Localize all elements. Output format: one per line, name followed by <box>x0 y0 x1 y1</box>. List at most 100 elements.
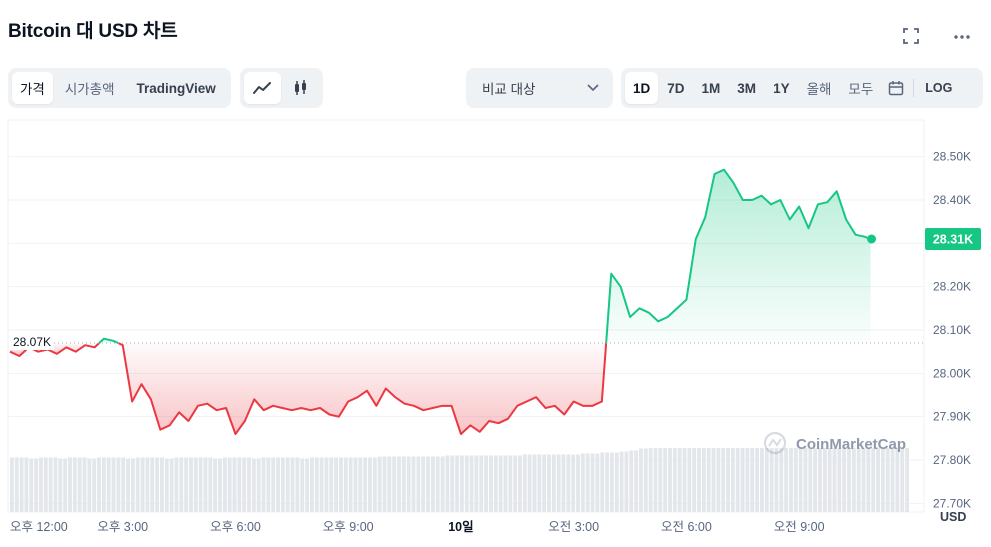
volume-bar <box>290 457 295 512</box>
volume-bar <box>310 457 314 512</box>
x-tick-label: 10일 <box>448 520 473 534</box>
volume-bar <box>130 458 135 512</box>
range-1y[interactable]: 1Y <box>773 80 790 96</box>
volume-bar <box>460 455 464 512</box>
x-tick-label: 오전 3:00 <box>548 520 599 534</box>
volume-bar <box>397 456 401 512</box>
volume-bar <box>890 448 895 512</box>
volume-bar <box>276 457 280 512</box>
volume-bar <box>92 458 97 512</box>
calendar-icon[interactable] <box>882 72 910 104</box>
current-price-badge <box>925 228 981 250</box>
volume-bar <box>218 458 222 512</box>
volume-bar <box>900 448 905 512</box>
volume-bar <box>372 457 377 512</box>
volume-bar <box>14 457 19 512</box>
volume-bar <box>880 448 885 512</box>
volume-bar <box>822 448 827 512</box>
volume-bar <box>851 448 856 512</box>
volume-bar <box>348 457 353 512</box>
volume-bar <box>450 455 455 512</box>
volume-bar <box>474 455 479 512</box>
volume-bar <box>319 457 324 512</box>
volume-bar <box>677 448 682 512</box>
volume-bar <box>566 454 571 512</box>
range-all[interactable]: 모두 <box>848 82 874 97</box>
volume-bar <box>779 448 784 512</box>
range-ytd[interactable]: 올해 <box>806 82 832 97</box>
volume-bar <box>382 456 387 512</box>
volume-bar <box>280 457 285 512</box>
x-tick-label: 오전 9:00 <box>774 520 825 534</box>
watermark-logo <box>763 431 787 455</box>
volume-bar <box>513 455 518 512</box>
price-line-up <box>605 168 871 344</box>
volume-bar <box>571 454 576 512</box>
volume-bar <box>861 448 866 512</box>
more-icon[interactable] <box>952 26 972 46</box>
price-chart[interactable]: 28.07K 27.70K 27.80K 27.90K 28.00K 28.10K 28.… <box>0 118 991 542</box>
volume-bar <box>643 448 648 512</box>
range-7d[interactable]: 7D <box>667 80 685 96</box>
y-axis: 27.70K 27.80K 27.90K 28.00K 28.10K 28.20K 28.3… <box>933 150 971 524</box>
calendar-glyph <box>889 81 904 96</box>
volume-bar <box>595 453 600 512</box>
volume-bar <box>29 458 34 512</box>
volume-bar <box>498 455 503 512</box>
volume-bar <box>198 457 203 512</box>
volume-bar <box>208 457 213 512</box>
volume-bar <box>682 448 687 512</box>
range-1m[interactable]: 1M <box>701 80 721 96</box>
tab-tradingview[interactable]: TradingView <box>136 80 216 96</box>
volume-bar <box>363 457 368 512</box>
volume-bar <box>411 456 416 512</box>
range-3m[interactable]: 3M <box>737 80 757 96</box>
volume-bar <box>537 454 542 512</box>
x-tick-label: 오후 3:00 <box>97 520 148 534</box>
volume-bar <box>614 452 619 512</box>
area-fill-down <box>118 343 607 434</box>
volume-bar <box>232 457 237 512</box>
volume-bar <box>184 457 189 512</box>
volume-bar <box>556 454 561 512</box>
volume-bar <box>213 458 218 512</box>
candlestick-icon[interactable] <box>283 72 320 104</box>
y-axis-unit: USD <box>940 510 966 524</box>
volume-bar <box>469 455 474 512</box>
volume-bar <box>256 458 261 512</box>
volume-bar <box>832 448 837 512</box>
volume-bar <box>169 458 174 512</box>
volume-bar <box>343 457 348 512</box>
log-toggle[interactable]: LOG <box>925 81 953 95</box>
fullscreen-icon[interactable] <box>901 26 921 46</box>
baseline-label: 28.07K <box>13 335 51 349</box>
y-tick-label: 27.80K <box>933 453 971 467</box>
volume-bar <box>68 457 72 512</box>
volume-bar <box>503 455 508 512</box>
page-title: Bitcoin 대 USD 차트 <box>8 21 178 42</box>
baseline-label-bg <box>10 334 54 350</box>
compare-dropdown[interactable]: 비교 대상 <box>466 68 613 108</box>
volume-bar <box>580 453 585 512</box>
volume-bar <box>561 454 566 512</box>
view-tabs: 가격 시가총액 TradingView <box>8 68 231 108</box>
line-chart-icon[interactable] <box>244 72 281 104</box>
volume-bar <box>266 457 271 512</box>
volume-bar <box>856 448 861 512</box>
watermark-icon-mark <box>768 438 782 447</box>
volume-bar <box>401 456 406 512</box>
tab-price[interactable]: 가격 <box>12 72 53 104</box>
price-chart-svg: 28.07K 27.70K 27.80K 27.90K 28.00K 28.10K 28.… <box>7 119 981 534</box>
volume-bar <box>837 448 842 512</box>
volume-bar <box>227 457 232 512</box>
tab-market-cap[interactable]: 시가총액 <box>64 82 115 97</box>
price-line-up <box>98 337 119 344</box>
volume-bar <box>624 451 629 512</box>
price-line <box>9 168 871 435</box>
volume-bar <box>590 453 595 512</box>
volume-bar <box>760 448 764 512</box>
volume-bar <box>803 448 808 512</box>
range-1d[interactable]: 1D <box>625 72 659 104</box>
price-line-down <box>117 342 608 435</box>
volume-bar <box>740 448 745 512</box>
